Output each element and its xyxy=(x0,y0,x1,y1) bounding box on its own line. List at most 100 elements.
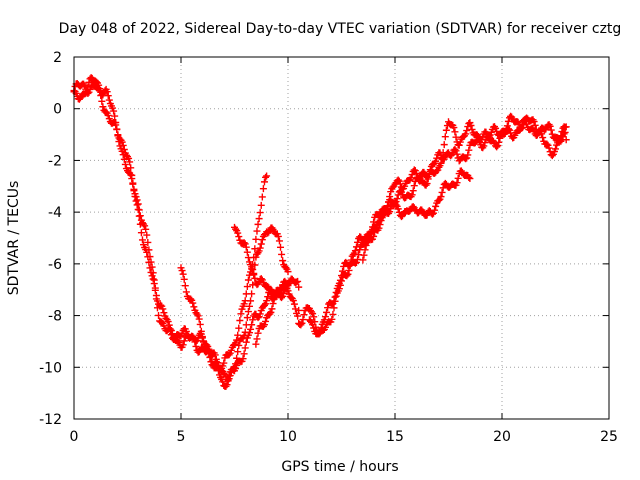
data-point xyxy=(343,272,351,280)
data-point xyxy=(263,297,271,305)
data-point xyxy=(439,149,447,157)
x-tick-label: 25 xyxy=(600,429,618,445)
data-point xyxy=(504,125,512,133)
data-point xyxy=(432,157,440,165)
data-point xyxy=(137,229,145,237)
data-point xyxy=(262,300,270,308)
data-point xyxy=(300,311,308,319)
data-point xyxy=(467,121,475,129)
data-point xyxy=(441,133,449,141)
data-point xyxy=(232,365,240,373)
data-point xyxy=(214,367,222,375)
data-point xyxy=(552,145,559,153)
data-point xyxy=(464,151,472,159)
data-point xyxy=(424,175,432,183)
data-point xyxy=(360,251,368,259)
data-point xyxy=(213,361,221,369)
data-point xyxy=(309,321,317,329)
data-point xyxy=(531,121,539,129)
data-point xyxy=(243,248,251,256)
x-tick-label: 20 xyxy=(493,429,511,445)
data-point xyxy=(349,251,357,259)
data-point xyxy=(152,291,160,299)
data-point xyxy=(254,329,262,337)
data-point xyxy=(295,283,303,291)
data-point xyxy=(290,300,298,308)
data-point xyxy=(233,336,241,344)
data-point xyxy=(547,126,555,134)
data-point xyxy=(133,196,141,204)
data-point xyxy=(149,269,157,277)
data-point xyxy=(111,112,119,120)
data-point xyxy=(274,232,282,240)
data-point xyxy=(223,381,231,389)
data-point xyxy=(408,171,416,179)
data-point xyxy=(432,202,440,210)
data-point xyxy=(451,128,459,136)
data-point xyxy=(235,233,243,241)
data-point xyxy=(121,160,129,168)
data-point xyxy=(203,341,211,349)
data-point xyxy=(244,308,252,316)
data-point xyxy=(278,250,286,258)
data-point xyxy=(382,206,390,214)
data-point xyxy=(494,142,502,150)
data-point xyxy=(240,300,248,308)
data-point xyxy=(253,227,261,235)
data-point xyxy=(136,212,144,220)
data-point xyxy=(496,134,504,142)
plot-frame xyxy=(73,56,610,420)
data-point xyxy=(187,295,195,303)
data-point xyxy=(270,294,278,302)
data-point xyxy=(99,103,107,111)
data-point xyxy=(180,275,188,283)
data-point xyxy=(258,193,266,201)
data-point xyxy=(451,145,459,153)
data-point xyxy=(344,270,352,278)
data-point xyxy=(257,201,265,209)
data-points-layer xyxy=(70,74,570,390)
data-point xyxy=(454,174,462,182)
chart-title: Day 048 of 2022, Sidereal Day-to-day VTE… xyxy=(59,21,622,37)
data-point xyxy=(453,150,461,158)
data-point xyxy=(132,193,140,201)
data-point xyxy=(367,229,375,237)
data-point xyxy=(310,324,318,332)
data-point xyxy=(554,139,562,147)
series-track-b xyxy=(70,74,292,384)
data-point xyxy=(164,318,172,326)
data-point xyxy=(366,233,374,241)
data-point xyxy=(182,327,190,335)
data-point xyxy=(278,294,286,302)
data-point xyxy=(146,253,154,261)
data-point xyxy=(131,190,139,198)
data-point xyxy=(103,88,111,96)
data-point xyxy=(211,351,219,359)
data-point xyxy=(437,159,445,167)
data-point xyxy=(412,169,420,177)
data-point xyxy=(248,321,256,329)
data-point xyxy=(84,83,92,91)
data-point xyxy=(189,299,197,307)
y-tick-label: -12 xyxy=(39,412,62,428)
data-point xyxy=(345,266,353,274)
data-point xyxy=(104,111,112,119)
data-point xyxy=(539,134,547,142)
data-point xyxy=(189,333,197,341)
data-point xyxy=(321,313,329,321)
data-point xyxy=(440,141,448,149)
data-point xyxy=(235,341,243,349)
data-point xyxy=(473,131,481,139)
data-point xyxy=(248,290,256,298)
data-point xyxy=(437,193,445,201)
data-point xyxy=(268,305,276,313)
data-point xyxy=(438,155,446,163)
y-tick-label: -6 xyxy=(48,257,62,273)
data-point xyxy=(267,308,275,316)
data-point xyxy=(538,130,546,138)
data-point xyxy=(232,225,240,233)
data-point xyxy=(150,276,158,284)
x-tick-label: 10 xyxy=(279,429,297,445)
data-point xyxy=(182,288,190,296)
